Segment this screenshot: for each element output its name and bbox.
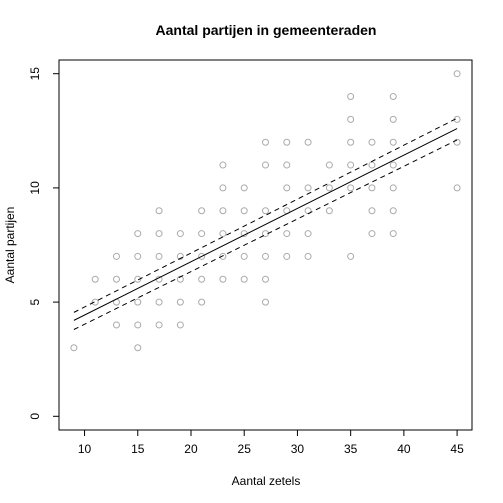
data-point-10 (134, 275, 142, 283)
data-point-31 (219, 230, 227, 238)
x-axis-label: Aantal zetels (232, 474, 301, 488)
data-point-39 (240, 184, 248, 192)
x-tick-label-25: 25 (238, 442, 252, 456)
y-tick-label-5: 5 (28, 298, 42, 305)
data-point-8 (134, 321, 142, 329)
data-point-67 (368, 230, 376, 238)
data-point-69 (368, 184, 376, 192)
data-point-25 (198, 275, 206, 283)
data-point-22 (176, 252, 184, 260)
data-point-35 (240, 275, 248, 283)
data-point-38 (240, 207, 248, 215)
data-point-47 (283, 252, 291, 260)
data-point-34 (219, 161, 227, 169)
data-point-11 (134, 252, 142, 260)
data-point-9 (134, 298, 142, 306)
data-point-76 (389, 138, 397, 146)
data-point-75 (389, 161, 397, 169)
data-point-77 (389, 115, 397, 123)
y-axis-ticks: 0 5 10 15 (28, 67, 59, 420)
data-point-48 (283, 230, 291, 238)
data-point-50 (283, 184, 291, 192)
data-point-66 (347, 93, 355, 101)
data-point-61 (347, 252, 355, 260)
data-point-52 (283, 138, 291, 146)
data-point-36 (240, 252, 248, 260)
data-point-40 (262, 298, 269, 306)
data-point-65 (347, 115, 355, 123)
data-point-17 (155, 230, 163, 238)
data-point-13 (155, 321, 163, 329)
data-point-45 (262, 161, 269, 169)
data-point-20 (176, 298, 184, 306)
chart-title: Aantal partijen in gemeenteraden (156, 22, 377, 38)
data-point-21 (176, 275, 184, 283)
data-point-78 (389, 93, 397, 101)
data-point-68 (368, 207, 376, 215)
data-point-26 (198, 252, 206, 260)
data-point-33 (219, 184, 227, 192)
data-point-51 (283, 161, 291, 169)
data-point-2 (91, 275, 99, 283)
data-point-56 (304, 184, 312, 192)
y-tick-label-10: 10 (28, 181, 42, 195)
data-point-44 (262, 207, 269, 215)
data-point-16 (155, 252, 163, 260)
data-point-41 (262, 275, 269, 283)
y-tick-label-15: 15 (28, 67, 42, 81)
x-tick-label-20: 20 (184, 442, 198, 456)
data-point-64 (347, 138, 355, 146)
data-point-57 (304, 138, 312, 146)
data-point-27 (198, 230, 206, 238)
data-point-32 (219, 207, 227, 215)
x-tick-label-35: 35 (344, 442, 358, 456)
data-point-14 (155, 298, 163, 306)
data-point-73 (389, 207, 397, 215)
data-point-74 (389, 184, 397, 192)
x-axis-ticks: 10 15 20 25 30 35 40 45 (78, 430, 464, 456)
data-point-42 (262, 252, 269, 260)
data-point-79 (453, 184, 461, 192)
data-point-59 (325, 184, 333, 192)
data-point-18 (155, 207, 163, 215)
x-tick-label-15: 15 (131, 442, 145, 456)
data-point-71 (368, 138, 376, 146)
data-point-58 (325, 207, 333, 215)
data-point-19 (176, 321, 184, 329)
data-point-63 (347, 161, 355, 169)
data-point-70 (368, 161, 376, 169)
data-point-1 (91, 298, 99, 306)
data-point-80 (453, 138, 461, 146)
data-point-60 (325, 161, 333, 169)
y-axis-label: Aantal partijen (3, 207, 17, 284)
data-point-29 (219, 275, 227, 283)
x-tick-label-30: 30 (291, 442, 305, 456)
data-point-12 (134, 230, 142, 238)
data-point-72 (389, 230, 397, 238)
data-point-62 (347, 184, 355, 192)
x-tick-label-40: 40 (397, 442, 411, 456)
data-point-30 (219, 252, 227, 260)
data-point-54 (304, 230, 312, 238)
data-point-82 (453, 70, 461, 78)
plot-marks (70, 70, 461, 352)
data-point-0 (70, 344, 78, 352)
y-tick-label-0: 0 (28, 413, 42, 420)
regression-line (73, 128, 458, 321)
data-point-3 (112, 321, 120, 329)
x-tick-label-10: 10 (78, 442, 92, 456)
data-point-5 (112, 275, 120, 283)
x-tick-label-45: 45 (450, 442, 464, 456)
data-point-23 (176, 230, 184, 238)
data-point-46 (262, 138, 269, 146)
data-point-6 (112, 252, 120, 260)
data-point-28 (198, 207, 206, 215)
data-point-7 (134, 344, 142, 352)
data-point-53 (304, 252, 312, 260)
data-point-24 (198, 298, 206, 306)
